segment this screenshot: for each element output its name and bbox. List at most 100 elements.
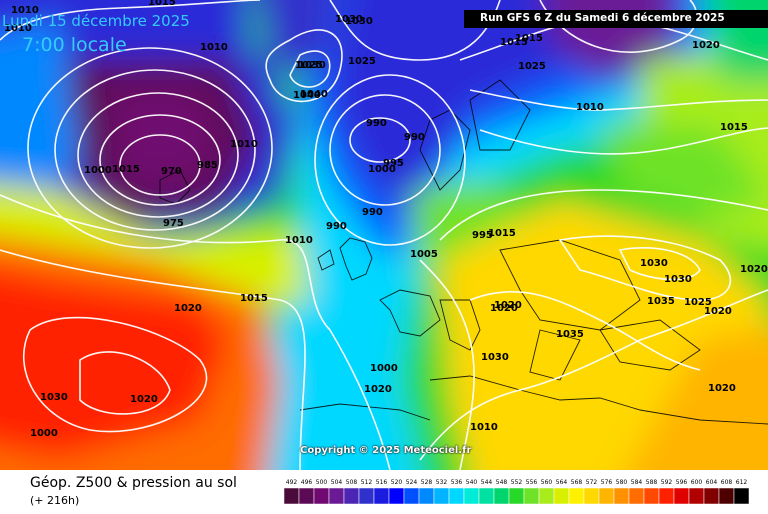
isobar-label: 1020 xyxy=(130,394,158,405)
run-info-text: Run GFS 6 Z du Samedi 6 décembre 2025 xyxy=(480,12,725,24)
legend-value: 528 xyxy=(421,479,433,486)
isobar-label: 1010 xyxy=(230,139,258,150)
legend-swatch xyxy=(658,487,675,505)
legend-swatch xyxy=(313,487,330,505)
isobar-label: 1030 xyxy=(481,352,509,363)
isobar-label: 1020 xyxy=(174,303,202,314)
isobar-label: 1010 xyxy=(200,42,228,53)
isobar-label: 990 xyxy=(404,132,425,143)
isobars xyxy=(0,0,768,470)
isobar-label: 990 xyxy=(326,221,347,232)
legend-value: 556 xyxy=(526,479,538,486)
isobar-label: 1025 xyxy=(348,56,376,67)
legend-swatch xyxy=(583,487,600,505)
legend-swatch xyxy=(508,487,525,505)
geopotential-field xyxy=(0,0,768,470)
isobar-label: 1025 xyxy=(295,60,323,71)
isobar-label: 1010 xyxy=(576,102,604,113)
legend-swatch xyxy=(298,487,315,505)
legend-value: 516 xyxy=(376,479,388,486)
legend-value: 492 xyxy=(286,479,298,486)
legend-value: 560 xyxy=(541,479,553,486)
legend-swatch xyxy=(733,487,750,505)
legend-swatch xyxy=(478,487,495,505)
legend-swatch xyxy=(628,487,645,505)
forecast-hours: (+ 216h) xyxy=(30,494,80,507)
legend-swatch xyxy=(388,487,405,505)
legend-value: 588 xyxy=(646,479,658,486)
isobar-label: 1025 xyxy=(518,61,546,72)
copyright-text: Copyright © 2025 Meteociel.fr xyxy=(300,445,472,456)
legend-swatch xyxy=(688,487,705,505)
legend-swatch xyxy=(718,487,735,505)
legend-swatch xyxy=(598,487,615,505)
isobar-label: 1040 xyxy=(293,90,321,101)
legend-swatch xyxy=(328,487,345,505)
legend-value: 524 xyxy=(406,479,418,486)
legend-swatch xyxy=(493,487,510,505)
legend-swatch xyxy=(418,487,435,505)
legend-swatch xyxy=(568,487,585,505)
legend-swatch xyxy=(433,487,450,505)
legend-value: 584 xyxy=(631,479,643,486)
legend-swatch xyxy=(613,487,630,505)
isobar-label: 1015 xyxy=(240,293,268,304)
legend-swatch xyxy=(523,487,540,505)
legend-value: 544 xyxy=(481,479,493,486)
isobar-label: 970 xyxy=(161,166,182,177)
isobar-label: 995 xyxy=(472,230,493,241)
legend-swatch xyxy=(283,487,300,505)
legend-value: 604 xyxy=(706,479,718,486)
legend-swatch xyxy=(343,487,360,505)
isobar-label: 1015 xyxy=(515,33,543,44)
isobar-label: 1010 xyxy=(11,5,39,16)
isobar-label: 1030 xyxy=(335,14,363,25)
isobar-label: 1010 xyxy=(285,235,313,246)
legend-value: 512 xyxy=(361,479,373,486)
forecast-date: Lundi 15 décembre 2025 xyxy=(2,12,190,30)
legend-value: 596 xyxy=(676,479,688,486)
coastlines xyxy=(159,79,768,425)
legend-swatch xyxy=(358,487,375,505)
isobar-label: 1025 xyxy=(684,297,712,308)
legend-value: 608 xyxy=(721,479,733,486)
legend-value: 552 xyxy=(511,479,523,486)
legend-swatch xyxy=(373,487,390,505)
isobar-label: 1000 xyxy=(84,165,112,176)
legend-swatch xyxy=(643,487,660,505)
isobar-label: 1015 xyxy=(488,228,516,239)
legend-value: 612 xyxy=(736,479,748,486)
isobar-label: 1015 xyxy=(112,164,140,175)
isobar-label: 1000 xyxy=(368,164,396,175)
legend-value: 580 xyxy=(616,479,628,486)
legend-swatch xyxy=(538,487,555,505)
isobar-label: 1000 xyxy=(370,363,398,374)
isobar-label: 1020 xyxy=(364,384,392,395)
legend-value: 520 xyxy=(391,479,403,486)
legend-swatch xyxy=(463,487,480,505)
legend-value: 496 xyxy=(301,479,313,486)
map-title: Géop. Z500 & pression au sol xyxy=(30,475,237,491)
isobar-label: 1020 xyxy=(740,264,768,275)
isobar-label: 1015 xyxy=(500,37,528,48)
legend-value: 576 xyxy=(601,479,613,486)
isobar-label: 990 xyxy=(366,118,387,129)
isobar-label: 1035 xyxy=(556,329,584,340)
isobar-label: 1005 xyxy=(410,249,438,260)
isobar-label: 995 xyxy=(383,158,404,169)
forecast-map: 1010 1015 1030 1010 1025 1040 1025 1010 1000 1015… xyxy=(0,0,768,470)
isobar-label: 1030 xyxy=(345,16,373,27)
isobar-label: 1020 xyxy=(494,300,522,311)
isobar-label: 1020 xyxy=(708,383,736,394)
isobar-label: 975 xyxy=(163,218,184,229)
legend-swatch xyxy=(553,487,570,505)
legend-swatch xyxy=(673,487,690,505)
isobar-label: 990 xyxy=(362,207,383,218)
isobar-label: 1030 xyxy=(664,274,692,285)
isobar-label: 1030 xyxy=(298,60,326,71)
isobar-label: 1020 xyxy=(692,40,720,51)
legend-value: 564 xyxy=(556,479,568,486)
legend-value: 592 xyxy=(661,479,673,486)
legend-value: 508 xyxy=(346,479,358,486)
